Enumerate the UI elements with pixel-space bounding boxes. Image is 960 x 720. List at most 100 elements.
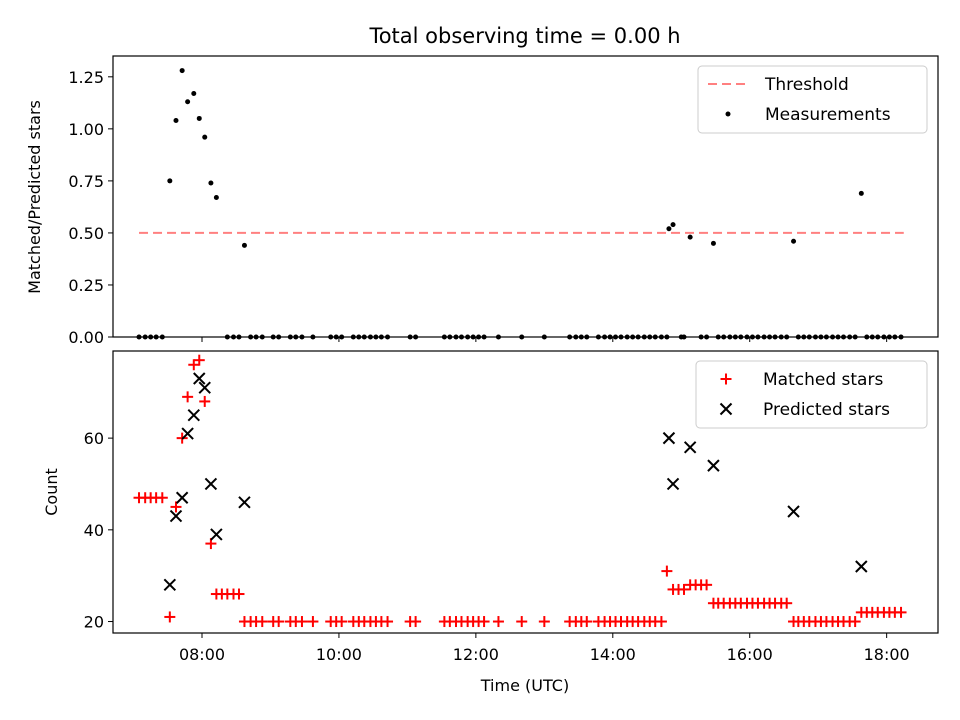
measurement-point — [167, 178, 173, 184]
predicted-star-point-d2 — [666, 477, 680, 491]
x-tick-label: 14:00 — [590, 645, 636, 664]
matched-star-point — [781, 597, 793, 609]
predicted-star-point — [175, 491, 189, 504]
top-y-tick-label: 0.25 — [68, 276, 104, 295]
matched-star-point — [581, 616, 593, 628]
predicted-star-point-d2 — [787, 505, 800, 518]
measurement-point — [213, 195, 219, 201]
predicted-star-point-d2 — [855, 560, 868, 573]
bottom-axis-ticks: 20 40 60 08:00 10:00 12:00 14:00 16:00 18:00 — [84, 429, 910, 664]
matched-star-point — [678, 583, 690, 595]
bottom-series-points — [133, 354, 907, 628]
predicted-star-point — [187, 408, 200, 422]
top-y-tick-label: 0.00 — [68, 328, 104, 347]
measurement-point — [179, 68, 185, 74]
measurement-point — [858, 190, 864, 196]
predicted-star-point-d2 — [238, 496, 251, 509]
predicted-star-point — [198, 381, 211, 394]
matched-star-point — [256, 616, 268, 628]
x-tick-label: 16:00 — [727, 645, 773, 664]
matched-star-point — [336, 616, 348, 628]
legend-matched-marker — [720, 373, 732, 385]
predicted-star-point — [204, 477, 218, 491]
x-axis-label: Time (UTC) — [480, 676, 569, 695]
matched-star-point — [164, 611, 176, 623]
x-tick-label: 10:00 — [316, 645, 362, 664]
predicted-star-point-d2 — [210, 528, 223, 541]
matched-star-point — [492, 616, 504, 628]
matched-star-point — [199, 395, 211, 407]
matched-star-point — [701, 579, 713, 591]
bottom-legend-box — [695, 360, 928, 429]
predicted-star-point — [210, 528, 223, 541]
legend-threshold-label: Threshold — [764, 75, 849, 95]
top-y-tick-label: 1.25 — [68, 68, 104, 87]
predicted-star-point — [662, 431, 676, 445]
legend-measurements-label: Measurements — [765, 105, 891, 125]
predicted-star-point — [787, 505, 800, 518]
matched-star-point — [156, 492, 168, 504]
top-panel: 0.00 0.25 0.50 0.75 1.00 1.25 Matched/Predict… — [25, 55, 939, 347]
chart-title: Total observing time = 0.00 h — [368, 24, 680, 48]
legend-predicted-marker-d2 — [719, 402, 733, 416]
predicted-star-point-d2 — [662, 431, 676, 445]
measurement-point — [666, 226, 672, 232]
predicted-star-point — [169, 509, 183, 523]
predicted-star-point — [666, 477, 680, 491]
matched-star-point — [538, 616, 550, 628]
top-legend-box — [697, 65, 928, 134]
matched-star-point — [296, 616, 308, 628]
matched-star-point — [382, 616, 394, 628]
bottom-y-tick-label: 40 — [84, 521, 104, 540]
top-legend: Threshold Measurements — [697, 65, 928, 134]
predicted-star-point — [707, 459, 720, 472]
matched-star-point — [849, 616, 861, 628]
top-axis-ticks: 0.00 0.25 0.50 0.75 1.00 1.25 — [68, 68, 888, 347]
top-y-tick-label: 0.50 — [68, 224, 104, 243]
predicted-star-point-d2 — [169, 509, 183, 523]
top-y-axis-label: Matched/Predicted stars — [25, 100, 44, 294]
legend-predicted-marker — [719, 402, 733, 416]
matched-star-point — [661, 565, 673, 577]
bottom-y-tick-label: 60 — [84, 429, 104, 448]
predicted-star-point-d2 — [683, 441, 697, 454]
measurement-point — [191, 90, 197, 96]
predicted-star-point — [163, 578, 177, 592]
predicted-star-point-d2 — [187, 408, 200, 422]
matched-star-point — [478, 616, 490, 628]
predicted-star-point-d2 — [175, 491, 189, 504]
bottom-plot-frame — [112, 350, 939, 634]
measurement-point — [687, 234, 693, 240]
measurement-point — [670, 222, 676, 228]
predicted-star-point — [181, 427, 194, 440]
predicted-star-point — [193, 372, 206, 385]
predicted-star-point-d2 — [181, 427, 194, 440]
matched-star-point — [182, 391, 194, 403]
predicted-star-point-d2 — [204, 477, 218, 491]
measurement-point — [208, 180, 214, 186]
predicted-star-point — [238, 496, 251, 509]
legend-matched-swatch — [720, 373, 732, 385]
matched-star-point — [307, 616, 319, 628]
predicted-star-point-d2 — [193, 372, 206, 385]
bottom-legend: Matched stars Predicted stars — [695, 360, 928, 429]
matched-star-point — [410, 616, 422, 628]
top-y-tick-label: 1.00 — [68, 120, 104, 139]
matched-star-point — [516, 616, 528, 628]
top-plot-frame — [112, 55, 939, 338]
predicted-star-point — [855, 560, 868, 573]
legend-predicted-swatch — [719, 402, 733, 416]
legend-predicted-label: Predicted stars — [763, 400, 890, 420]
top-y-tick-label: 0.75 — [68, 172, 104, 191]
matched-star-point — [655, 616, 667, 628]
matched-star-point — [895, 606, 907, 618]
measurement-point — [241, 242, 247, 248]
bottom-y-axis-label: Count — [42, 468, 61, 516]
measurement-point — [202, 134, 208, 140]
measurement-point — [196, 115, 202, 121]
bottom-panel: 20 40 60 08:00 10:00 12:00 14:00 16:00 18:00 Cou… — [42, 350, 939, 695]
x-tick-label: 18:00 — [864, 645, 910, 664]
measurement-point — [173, 118, 179, 124]
predicted-star-point — [683, 441, 697, 454]
